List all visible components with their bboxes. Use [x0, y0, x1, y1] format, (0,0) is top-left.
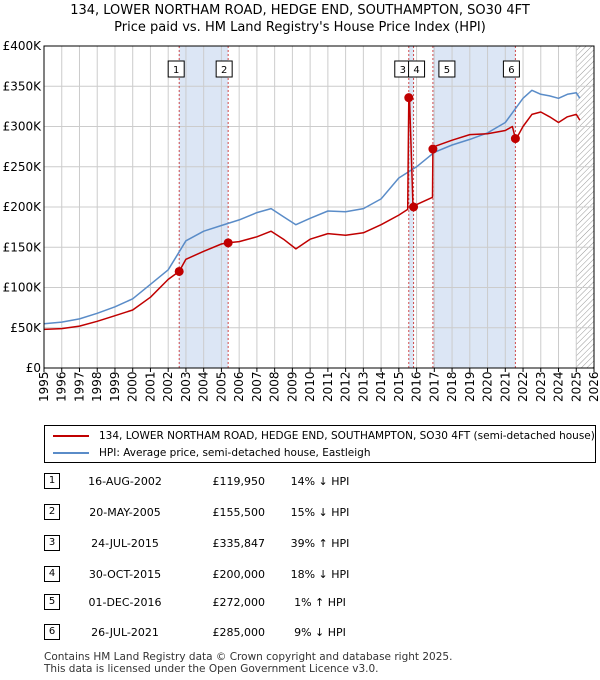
row-hpi-diff: 39% ↑ HPI [290, 537, 350, 550]
x-tick-label: 2010 [303, 371, 317, 402]
sale-label-box-2 [215, 60, 233, 78]
legend-swatch-hpi [53, 452, 89, 454]
x-tick-label: 2002 [161, 371, 175, 402]
x-tick-label: 2021 [498, 371, 512, 402]
x-tick-label: 1997 [72, 371, 86, 402]
row-price: £272,000 [212, 596, 266, 609]
legend: 134, LOWER NORTHAM ROAD, HEDGE END, SOUT… [44, 425, 596, 463]
y-tick-label: £400K [3, 39, 43, 53]
row-date: 20-MAY-2005 [89, 506, 161, 519]
y-tick-label: £100K [3, 281, 43, 295]
legend-swatch-property [53, 435, 89, 437]
row-number: 3 [44, 535, 60, 551]
sale-label-box-1 [167, 60, 185, 78]
y-tick-label: £0 [26, 361, 41, 375]
sale-marker-2 [223, 238, 233, 248]
chart-title: 134, LOWER NORTHAM ROAD, HEDGE END, SOUT… [0, 2, 600, 36]
x-tick-label: 2007 [250, 371, 264, 402]
x-tick-label: 2022 [516, 371, 530, 402]
y-tick-label: £200K [3, 200, 43, 214]
x-tick-label: 2017 [427, 371, 441, 402]
row-price: £155,500 [212, 506, 266, 519]
row-hpi-diff: 14% ↓ HPI [290, 475, 350, 488]
sale-label-box-5 [438, 60, 456, 78]
row-price: £285,000 [212, 626, 266, 639]
sale-label-4: 4 [413, 65, 419, 76]
sale-label-5: 5 [444, 65, 450, 76]
sale-marker-5 [428, 144, 438, 154]
row-date: 16-AUG-2002 [88, 475, 162, 488]
y-tick-label: £350K [3, 79, 43, 93]
row-date: 30-OCT-2015 [88, 568, 162, 581]
row-date: 01-DEC-2016 [88, 596, 162, 609]
row-number: 5 [44, 594, 60, 610]
x-tick-label: 2015 [392, 371, 406, 402]
footer-line-2: This data is licensed under the Open Gov… [44, 663, 379, 675]
sale-label-1: 1 [173, 65, 179, 76]
row-number: 4 [44, 566, 60, 582]
x-tick-label: 2012 [339, 371, 353, 402]
footer-note: Contains HM Land Registry data © Crown c… [44, 651, 452, 675]
row-number: 6 [44, 624, 60, 640]
row-number: 1 [44, 473, 60, 489]
sale-label-box-4 [408, 60, 426, 78]
x-tick-label: 2004 [197, 371, 211, 402]
row-price: £335,847 [212, 537, 266, 550]
y-tick-label: £150K [3, 240, 43, 254]
row-hpi-diff: 15% ↓ HPI [290, 506, 350, 519]
row-date: 24-JUL-2015 [91, 537, 159, 550]
legend-label-hpi: HPI: Average price, semi-detached house,… [99, 447, 371, 459]
x-tick-label: 2011 [321, 371, 335, 402]
sale-label-2: 2 [221, 65, 227, 76]
row-number: 2 [44, 504, 60, 520]
x-tick-label: 2019 [463, 371, 477, 402]
x-tick-label: 2020 [481, 371, 495, 402]
x-tick-label: 2009 [285, 371, 299, 402]
sale-label-6: 6 [508, 65, 514, 76]
y-tick-label: £300K [3, 120, 43, 134]
legend-label-property: 134, LOWER NORTHAM ROAD, HEDGE END, SOUT… [99, 430, 595, 442]
y-tick-label: £50K [10, 321, 42, 335]
sale-label-box-6 [502, 60, 520, 78]
x-tick-label: 1995 [37, 371, 51, 402]
x-tick-label: 2005 [214, 371, 228, 402]
x-tick-label: 2018 [445, 371, 459, 402]
x-tick-label: 1999 [108, 371, 122, 402]
hpi-line [43, 89, 581, 325]
sale-marker-3 [404, 93, 414, 103]
row-hpi-diff: 1% ↑ HPI [294, 596, 346, 609]
sale-marker-1 [174, 266, 184, 276]
row-price: £200,000 [212, 568, 266, 581]
footer-line-1: Contains HM Land Registry data © Crown c… [44, 651, 453, 663]
row-hpi-diff: 18% ↓ HPI [290, 568, 350, 581]
x-tick-label: 2026 [587, 371, 600, 402]
legend-item-hpi: HPI: Average price, semi-detached house,… [53, 445, 371, 461]
x-tick-label: 2023 [534, 371, 548, 402]
x-tick-label: 2025 [569, 371, 583, 402]
plot-frame [43, 45, 595, 369]
row-price: £119,950 [212, 475, 266, 488]
x-tick-label: 2006 [232, 371, 246, 402]
sale-marker-4 [409, 202, 419, 212]
x-tick-label: 2016 [410, 371, 424, 402]
x-tick-label: 2013 [356, 371, 370, 402]
legend-item-property: 134, LOWER NORTHAM ROAD, HEDGE END, SOUT… [53, 428, 595, 444]
row-hpi-diff: 9% ↓ HPI [294, 626, 346, 639]
title-line-1: 134, LOWER NORTHAM ROAD, HEDGE END, SOUT… [70, 3, 530, 18]
sale-label-3: 3 [400, 65, 406, 76]
row-date: 26-JUL-2021 [91, 626, 159, 639]
x-tick-label: 1998 [90, 371, 104, 402]
x-tick-label: 2003 [179, 371, 193, 402]
x-tick-label: 2008 [268, 371, 282, 402]
x-tick-label: 2014 [374, 371, 388, 402]
y-tick-label: £250K [3, 160, 43, 174]
x-tick-label: 2001 [143, 371, 157, 402]
x-tick-label: 1996 [55, 371, 69, 402]
title-line-2: Price paid vs. HM Land Registry's House … [114, 20, 486, 35]
x-tick-label: 2000 [126, 371, 140, 402]
sale-marker-6 [510, 134, 520, 144]
x-tick-label: 2024 [552, 371, 566, 402]
